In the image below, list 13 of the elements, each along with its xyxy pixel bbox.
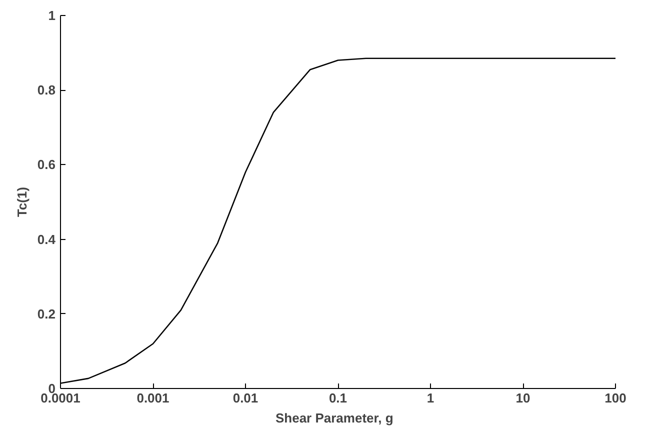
y-tick-label: 0.6	[37, 157, 56, 172]
x-axis-title: Shear Parameter, g	[275, 410, 394, 426]
y-tick-label: 1	[48, 8, 56, 23]
y-axis-title: Tc(1)	[14, 186, 30, 218]
x-tick-label: 10	[516, 390, 530, 406]
x-tick-label: 0.01	[232, 390, 258, 406]
x-tick-label: 1	[426, 390, 434, 406]
y-tick-label: 0.4	[37, 232, 56, 247]
y-tick-label: 0.8	[37, 82, 56, 98]
y-tick-label: 0.2	[37, 306, 56, 322]
x-tick-label: 0.001	[136, 390, 170, 406]
x-tick-label: 0.1	[328, 390, 348, 406]
x-tick-label: 100	[604, 390, 626, 406]
